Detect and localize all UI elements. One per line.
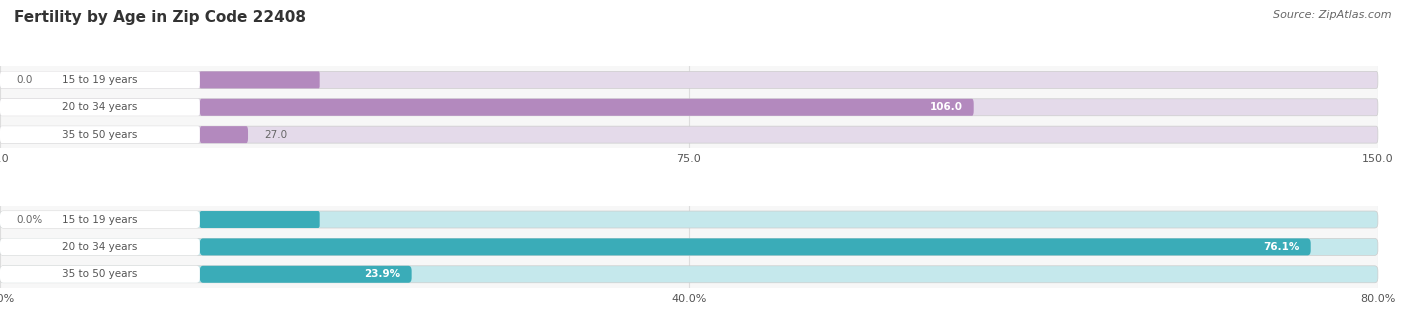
FancyBboxPatch shape [200,266,412,283]
Text: Fertility by Age in Zip Code 22408: Fertility by Age in Zip Code 22408 [14,10,307,25]
FancyBboxPatch shape [0,126,1378,143]
FancyBboxPatch shape [200,238,1310,256]
FancyBboxPatch shape [0,126,200,143]
Text: 20 to 34 years: 20 to 34 years [62,102,138,112]
Text: 27.0: 27.0 [264,130,288,140]
FancyBboxPatch shape [0,99,1378,116]
FancyBboxPatch shape [0,266,200,283]
FancyBboxPatch shape [200,126,247,143]
FancyBboxPatch shape [0,266,1378,283]
FancyBboxPatch shape [0,71,1378,88]
FancyBboxPatch shape [0,211,1378,228]
Text: 15 to 19 years: 15 to 19 years [62,214,138,224]
Text: 35 to 50 years: 35 to 50 years [62,130,138,140]
FancyBboxPatch shape [0,238,1378,256]
FancyBboxPatch shape [0,99,200,116]
Text: 0.0%: 0.0% [17,214,42,224]
FancyBboxPatch shape [0,211,200,228]
Text: Source: ZipAtlas.com: Source: ZipAtlas.com [1274,10,1392,20]
FancyBboxPatch shape [0,71,200,88]
Text: 20 to 34 years: 20 to 34 years [62,242,138,252]
Text: 15 to 19 years: 15 to 19 years [62,75,138,85]
Text: 76.1%: 76.1% [1264,242,1299,252]
FancyBboxPatch shape [0,238,200,256]
Text: 0.0: 0.0 [17,75,32,85]
Text: 23.9%: 23.9% [364,269,401,279]
Text: 106.0: 106.0 [929,102,963,112]
Text: 35 to 50 years: 35 to 50 years [62,269,138,279]
FancyBboxPatch shape [200,99,974,116]
FancyBboxPatch shape [200,71,319,88]
FancyBboxPatch shape [200,211,319,228]
